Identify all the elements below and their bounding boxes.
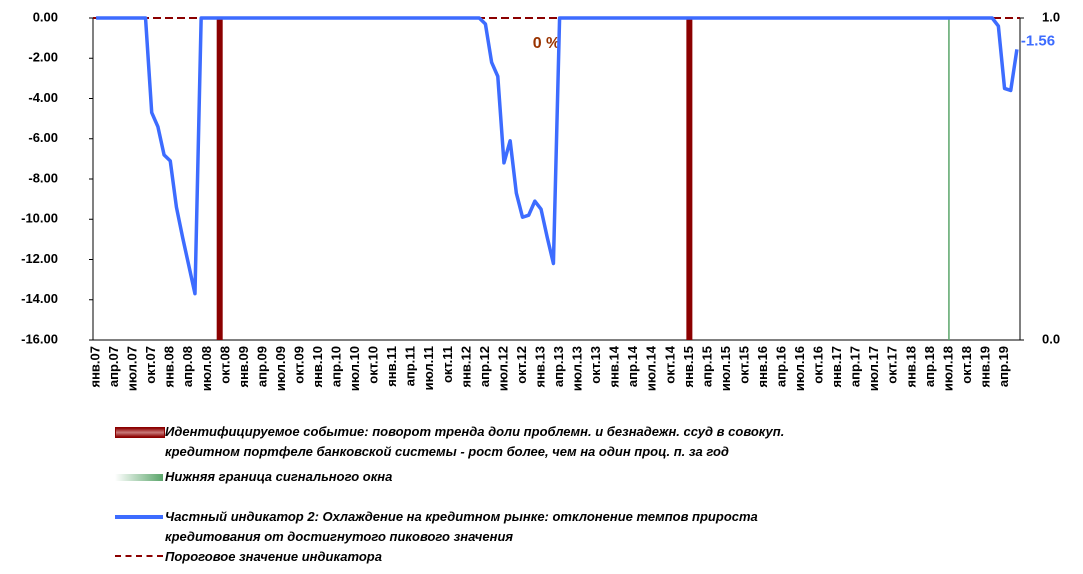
x-tick-label: апр.15: [699, 346, 714, 387]
x-tick-label: окт.08: [217, 346, 232, 384]
x-tick-label: янв.14: [607, 345, 622, 387]
x-tick-label: апр.13: [551, 346, 566, 387]
event-line: [686, 18, 693, 340]
legend-signal: Нижняя граница сигнального окна: [165, 469, 393, 484]
x-tick-label: июл.12: [495, 346, 510, 391]
x-tick-label: июл.17: [866, 346, 881, 391]
x-tick-label: июл.07: [125, 346, 140, 391]
legend-series: Частный индикатор 2: Охлаждение на креди…: [165, 509, 758, 544]
series-line: [96, 16, 1019, 296]
legend-threshold: Пороговое значение индикатора: [165, 549, 382, 564]
x-tick-label: апр.16: [774, 346, 789, 387]
x-tick-label: июл.13: [570, 346, 585, 391]
y2-tick-label: 0.0: [1042, 331, 1060, 346]
x-tick-label: янв.09: [236, 346, 251, 388]
x-tick-label: окт.15: [736, 346, 751, 384]
x-tick-label: янв.10: [310, 346, 325, 388]
y-tick-label: -8.00: [28, 170, 58, 185]
y2-tick-label: 1.0: [1042, 9, 1060, 24]
y-tick-label: -16.00: [21, 331, 58, 346]
x-tick-label: июл.16: [792, 346, 807, 391]
chart: 0.00 -2.00 -4.00 -6.00 -8.00 -10.00 -12.00 -14.…: [21, 9, 1060, 391]
x-tick-label: апр.08: [180, 346, 195, 387]
x-tick-label: окт.09: [291, 346, 306, 384]
x-tick-label: апр.07: [106, 346, 121, 387]
x-tick-label: янв.13: [532, 346, 547, 388]
x-tick-label: окт.07: [143, 346, 158, 384]
x-tick-label: апр.19: [996, 346, 1011, 387]
x-tick-label: янв.11: [384, 346, 399, 387]
signal-swatch: [115, 474, 163, 481]
x-tick-label: янв.07: [88, 346, 103, 388]
x-tick-label: янв.17: [829, 346, 844, 388]
x-tick-label: окт.10: [366, 346, 381, 384]
x-tick-label: апр.11: [403, 346, 418, 386]
y-tick-label: -6.00: [28, 130, 58, 145]
y-tick-label: -12.00: [21, 251, 58, 266]
x-tick-label: июл.11: [421, 346, 436, 390]
x-tick-label: апр.17: [848, 346, 863, 387]
series-swatch: [115, 515, 163, 519]
event-line: [216, 18, 223, 340]
x-tick-label: янв.15: [681, 346, 696, 388]
x-tick-label: окт.11: [440, 346, 455, 383]
y-tick-label: -10.00: [21, 211, 58, 226]
x-tick-label: окт.12: [514, 346, 529, 384]
x-tick-label: июл.14: [644, 345, 659, 391]
x-tick-label: окт.16: [811, 346, 826, 384]
y-tick-label: -2.00: [28, 50, 58, 65]
x-tick-label: июл.09: [273, 346, 288, 391]
threshold-swatch: [115, 555, 163, 557]
y-tick-label: -14.00: [21, 291, 58, 306]
x-tick-label: июл.18: [940, 346, 955, 391]
event-swatch: [115, 427, 165, 438]
x-tick-label: апр.10: [329, 346, 344, 387]
x-tick-label: июл.15: [718, 346, 733, 391]
x-tick-label: янв.16: [755, 346, 770, 388]
x-tick-label: июл.08: [199, 346, 214, 391]
threshold-label: 0 %: [533, 35, 561, 52]
x-tick-label: янв.08: [162, 346, 177, 388]
x-tick-label: апр.12: [477, 346, 492, 387]
x-tick-label: окт.18: [959, 346, 974, 384]
x-tick-label: апр.14: [625, 345, 640, 387]
x-tick-label: окт.17: [885, 346, 900, 384]
legend-event: Идентифицируемое событие: поворот тренда…: [165, 424, 785, 459]
x-tick-label: янв.19: [977, 346, 992, 388]
x-tick-label: апр.18: [922, 346, 937, 387]
x-tick-label: янв.12: [458, 346, 473, 388]
y-tick-label: 0.00: [33, 9, 58, 24]
end-label: -1.56: [1021, 32, 1055, 49]
x-tick-label: апр.09: [254, 346, 269, 387]
y-tick-label: -4.00: [28, 90, 58, 105]
x-tick-label: июл.10: [347, 346, 362, 391]
x-tick-label: янв.18: [903, 346, 918, 388]
x-tick-label: окт.14: [662, 345, 677, 384]
x-tick-label: окт.13: [588, 346, 603, 384]
